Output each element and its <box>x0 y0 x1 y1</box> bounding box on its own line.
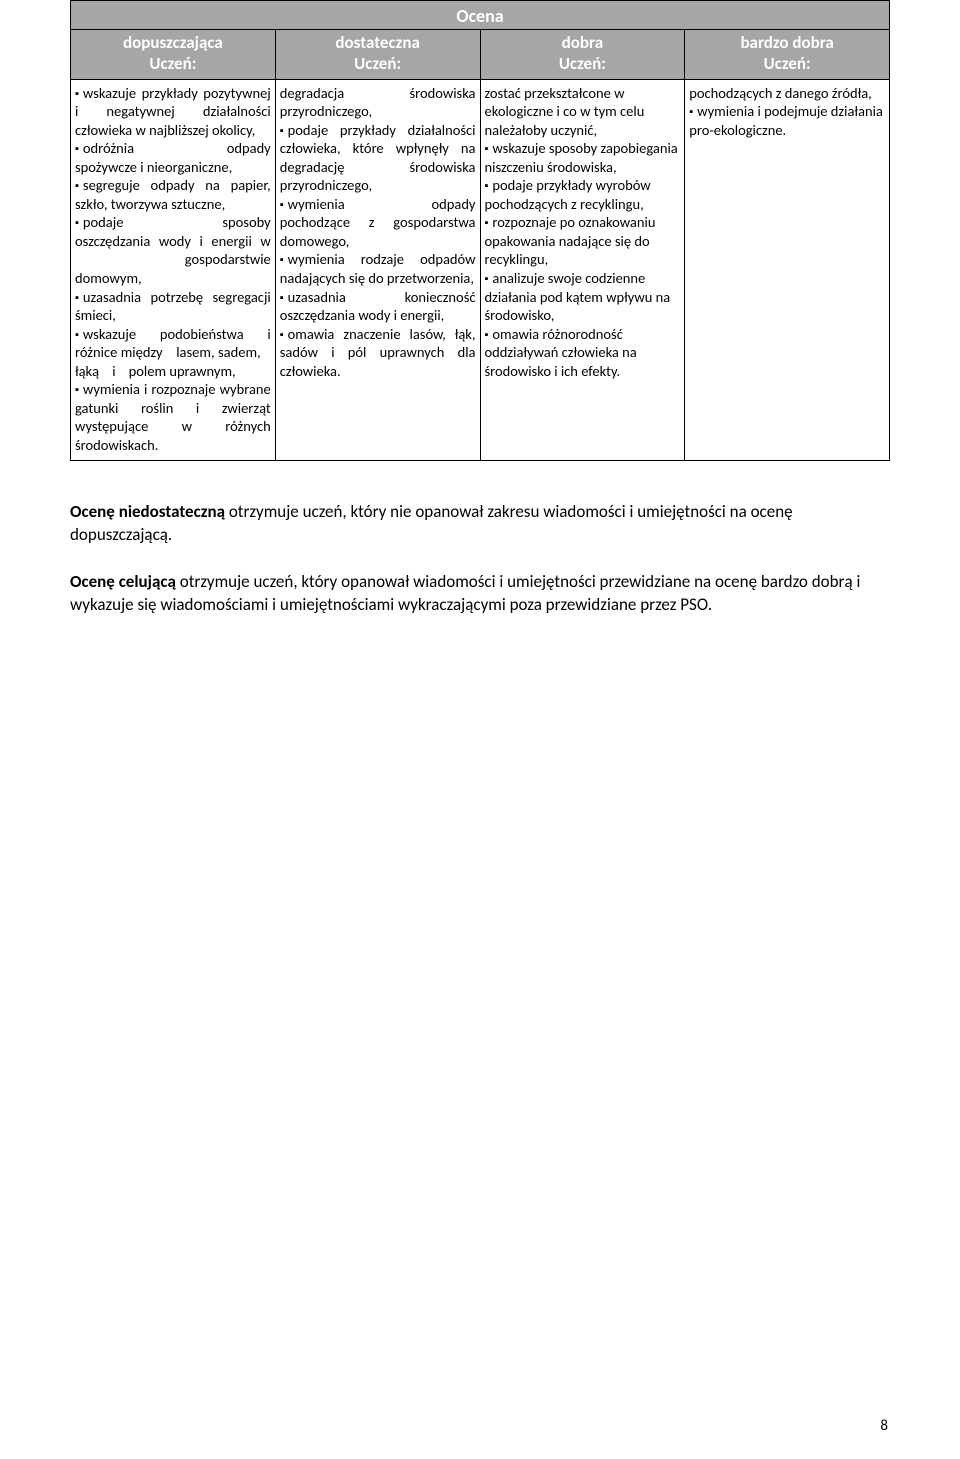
page-number: 8 <box>880 1417 888 1435</box>
sub-label: Uczeń: <box>559 53 606 74</box>
bold-text: Ocenę niedostateczną <box>70 501 225 522</box>
document-page: Ocena dopuszczająca Uczeń: dostateczna U… <box>0 0 960 1459</box>
cell-text: uzasadnia potrzebę segregacji śmieci, <box>75 288 271 325</box>
bullet-icon <box>280 250 288 268</box>
cell-text: rozpoznaje po oznakowaniu opakowania nad… <box>485 213 656 268</box>
cell-text: polem uprawnym, <box>129 362 236 380</box>
bullet-icon <box>280 325 288 343</box>
bullet-icon <box>75 84 83 102</box>
cell-text: wymienia i rozpoznaje wybrane gatunki ro… <box>75 380 271 454</box>
para-text: otrzymuje uczeń, który opanował wiadomoś… <box>70 571 860 615</box>
cell-text: lasem, <box>176 343 214 361</box>
cell-text: i <box>112 362 115 380</box>
table-title-row: Ocena <box>71 1 890 30</box>
bold-text: Ocenę celującą <box>70 571 176 592</box>
bullet-icon <box>75 139 83 157</box>
cell-text: segreguje odpady na papier, szkło, tworz… <box>75 176 271 213</box>
paragraph-celujaca: Ocenę celującą otrzymuje uczeń, który op… <box>70 571 890 617</box>
cell-text: w <box>260 232 270 250</box>
cell-text: analizuje swoje codzienne działania pod … <box>485 269 671 324</box>
cell-dostateczna: degradacja środowiska przyrodniczego, po… <box>275 79 480 461</box>
cell-text: zostać przekształcone w ekologiczne i co… <box>485 84 645 139</box>
cell-text: wskazuje sposoby zapobiegania niszczeniu… <box>485 139 678 176</box>
col-header-1: dopuszczająca Uczeń: <box>71 30 276 80</box>
grade-label: dostateczna <box>335 32 419 53</box>
cell-text: odróżnia <box>83 139 134 157</box>
sub-label: Uczeń: <box>764 53 811 74</box>
cell-text: wymienia <box>288 195 345 213</box>
cell-bardzo-dobra: pochodzących z danego źródła, wymienia i… <box>685 79 890 461</box>
cell-dopuszczajaca: wskazuje przykłady pozytywnej i negatywn… <box>71 79 276 461</box>
cell-text: wymienia rodzaje odpadów nadających się … <box>280 250 476 287</box>
table-title: Ocena <box>71 1 890 30</box>
cell-text: łąką <box>75 362 99 380</box>
col-header-2: dostateczna Uczeń: <box>275 30 480 80</box>
grading-table: Ocena dopuszczająca Uczeń: dostateczna U… <box>70 0 890 461</box>
cell-text: omawia znaczenie lasów, łąk, sadów i pól… <box>280 325 476 380</box>
cell-dobra: zostać przekształcone w ekologiczne i co… <box>480 79 685 461</box>
bullet-icon <box>280 195 288 213</box>
cell-text: podaje <box>83 213 124 231</box>
grade-label: dobra <box>562 32 603 53</box>
grade-label: bardzo dobra <box>740 32 833 53</box>
cell-text: degradacja <box>280 84 344 102</box>
table-header-row: dopuszczająca Uczeń: dostateczna Uczeń: … <box>71 30 890 80</box>
cell-text: podaje przykłady wyrobów pochodzących z … <box>485 176 651 213</box>
cell-text: wskazuje przykłady pozytywnej i negatywn… <box>75 84 271 139</box>
bullet-icon <box>280 288 288 306</box>
table-body-row: wskazuje przykłady pozytywnej i negatywn… <box>71 79 890 461</box>
cell-text: wymienia i podejmuje działania pro-ekolo… <box>689 102 883 139</box>
sub-label: Uczeń: <box>149 53 196 74</box>
cell-text: między <box>121 343 163 361</box>
bullet-icon <box>75 176 83 194</box>
bullet-icon <box>75 288 83 306</box>
paragraph-niedostateczna: Ocenę niedostateczną otrzymuje uczeń, kt… <box>70 501 890 547</box>
col-header-4: bardzo dobra Uczeń: <box>685 30 890 80</box>
cell-text: uzasadnia konieczność oszczędzania wody … <box>280 288 476 325</box>
bullet-icon <box>75 380 83 398</box>
cell-text: gospodarstwie domowym, <box>75 250 271 287</box>
bullet-icon <box>75 325 83 343</box>
bullet-icon <box>75 213 83 231</box>
cell-text: podaje przykłady działalności człowieka,… <box>280 121 476 195</box>
cell-text: omawia różnorodność oddziaływań człowiek… <box>485 325 637 380</box>
bullet-icon <box>280 121 288 139</box>
cell-text: pochodzących z danego źródła, <box>689 84 872 102</box>
sub-label: Uczeń: <box>354 53 401 74</box>
bullet-icon <box>689 102 697 120</box>
col-header-3: dobra Uczeń: <box>480 30 685 80</box>
grade-label: dopuszczająca <box>123 32 223 53</box>
cell-text: sadem, <box>218 343 261 361</box>
